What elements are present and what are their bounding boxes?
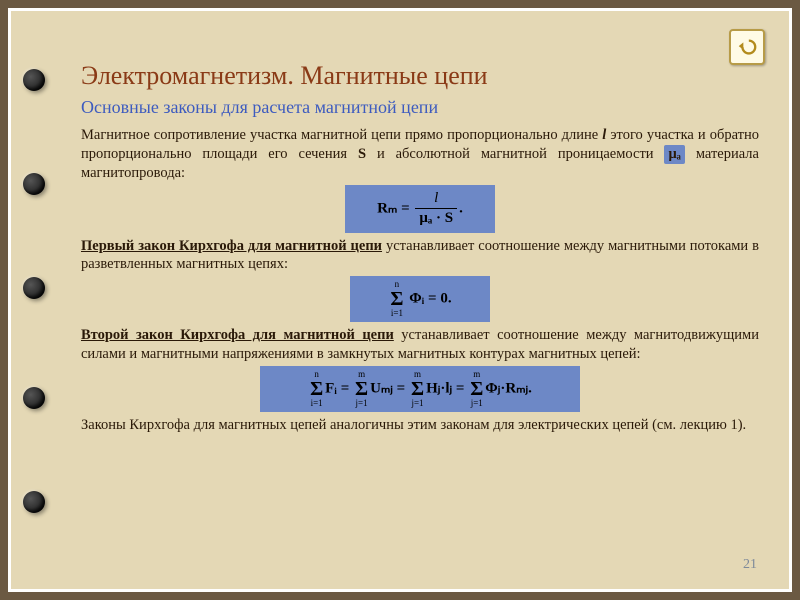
mu-inline: μₐ — [664, 145, 684, 164]
page-number: 21 — [743, 557, 757, 573]
equation-3: nΣi=1Fᵢ = mΣj=1Uₘⱼ = mΣj=1Hⱼ·lⱼ = mΣj=1Φ… — [260, 366, 580, 412]
slide-subtitle: Основные законы для расчета магнитной це… — [81, 97, 769, 118]
binder-rings — [21, 11, 61, 589]
outer-frame: Электромагнетизм. Магнитные цепи Основны… — [0, 0, 800, 600]
equation-2: n Σ i=1 Φᵢ = 0. — [350, 276, 490, 322]
slide-paper: Электромагнетизм. Магнитные цепи Основны… — [8, 8, 792, 592]
paragraph-3: Второй закон Кирхгофа для магнитной цепи… — [81, 326, 759, 364]
equation-1: Rₘ = l μₐ · S . — [345, 185, 495, 233]
slide-title: Электромагнетизм. Магнитные цепи — [81, 61, 769, 91]
paragraph-1: Магнитное сопротивление участка магнитно… — [81, 126, 759, 183]
paragraph-2: Первый закон Кирхгофа для магнитной цепи… — [81, 237, 759, 275]
paragraph-4: Законы Кирхгофа для магнитных цепей анал… — [81, 416, 759, 435]
slide-content: Электромагнетизм. Магнитные цепи Основны… — [71, 23, 769, 577]
body-text: Магнитное сопротивление участка магнитно… — [81, 126, 759, 435]
